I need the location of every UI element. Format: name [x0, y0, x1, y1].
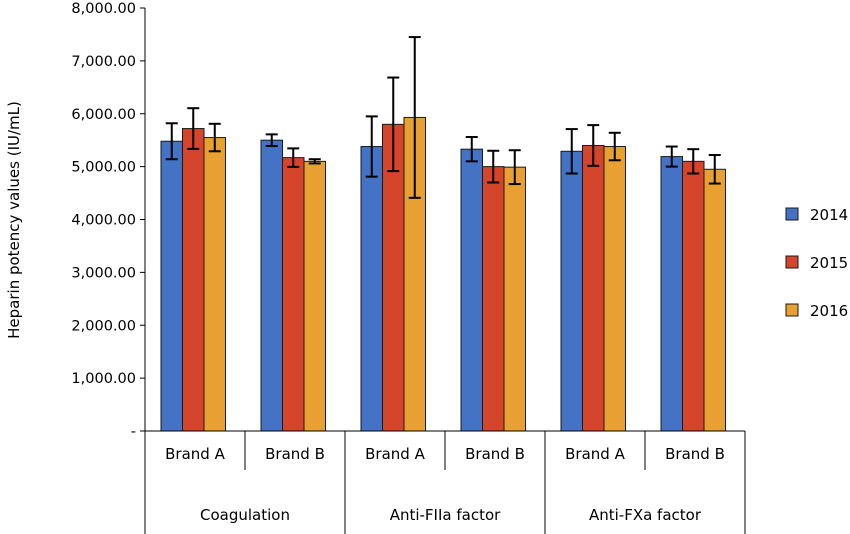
category-label: Brand B — [665, 445, 725, 463]
bar-2014 — [460, 148, 483, 432]
category-label: Brand A — [365, 445, 425, 463]
group-label: Coagulation — [200, 506, 290, 524]
y-tick-label: 7,000.00 — [71, 54, 136, 70]
legend-swatch-2014 — [785, 207, 799, 221]
bar-2015 — [482, 166, 505, 432]
bar-2016 — [203, 137, 226, 432]
group-label: Anti-FIIa factor — [390, 506, 501, 524]
bar-2016 — [703, 168, 726, 432]
bar-2016 — [303, 160, 326, 432]
y-axis: - 1,000.00 2,000.00 3,000.00 4,000.00 5,000.0… — [71, 1, 146, 440]
y-tick-label: 8,000.00 — [71, 1, 136, 17]
category-label: Brand A — [165, 445, 225, 463]
bar-2016 — [603, 146, 626, 432]
bar-2015 — [582, 144, 605, 432]
bars — [160, 36, 726, 432]
legend-swatch-2015 — [785, 255, 799, 269]
bar-2014 — [560, 150, 583, 432]
category-label: Brand B — [265, 445, 325, 463]
bar-2016 — [503, 166, 526, 432]
bar-2014 — [360, 146, 383, 432]
bar-2015 — [682, 160, 705, 432]
y-tick-label: 3,000.00 — [71, 265, 136, 281]
legend-label: 2016 — [810, 302, 848, 320]
y-tick-label: 5,000.00 — [71, 160, 136, 176]
y-tick-label: 6,000.00 — [71, 107, 136, 123]
y-tick-label: 1,000.00 — [71, 371, 136, 387]
category-label: Brand A — [565, 445, 625, 463]
legend-label: 2014 — [810, 206, 848, 224]
legend-label: 2015 — [810, 254, 848, 272]
y-tick-label: 2,000.00 — [71, 318, 136, 334]
y-axis-label: Heparin potency values (IU/mL) — [5, 101, 23, 339]
category-label: Brand B — [465, 445, 525, 463]
y-tick-label: - — [131, 424, 136, 440]
bar-2014 — [160, 140, 183, 432]
group-label: Anti-FXa factor — [589, 506, 702, 524]
legend: 2014 2015 2016 — [785, 206, 848, 320]
y-tick-label: 4,000.00 — [71, 213, 136, 229]
x-axis: Brand A Brand B Brand A Brand B Brand A Brand… — [144, 430, 746, 534]
bar-2014 — [660, 156, 683, 432]
bar-2015 — [182, 128, 205, 432]
legend-swatch-2016 — [785, 303, 799, 317]
bar-2015 — [282, 157, 305, 432]
bar-2014 — [260, 139, 283, 432]
